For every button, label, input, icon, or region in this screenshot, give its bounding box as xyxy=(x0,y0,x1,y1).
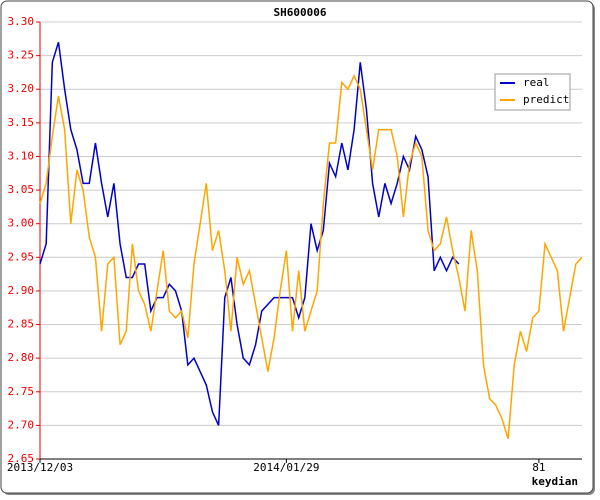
series-line xyxy=(39,73,583,440)
y-tick-label: 3.05 xyxy=(8,183,35,196)
legend-label: real xyxy=(523,76,550,89)
y-tick-label: 2.80 xyxy=(8,351,35,364)
y-tick-label: 2.90 xyxy=(8,284,35,297)
x-tick-label: 2014/01/29 xyxy=(253,461,319,474)
chart-title: SH600006 xyxy=(274,6,327,19)
y-tick-label: 3.00 xyxy=(8,217,35,230)
y-tick-label: 3.25 xyxy=(8,49,35,62)
x-tick-label: 2013/12/03 xyxy=(7,461,73,474)
y-tick-label: 2.75 xyxy=(8,385,35,398)
legend-label: predict xyxy=(523,93,569,106)
legend-box xyxy=(494,73,571,111)
y-tick-label: 2.95 xyxy=(8,250,35,263)
x-tick-label: 81 xyxy=(532,461,545,474)
y-tick-label: 3.30 xyxy=(8,15,35,28)
y-tick-label: 2.65 xyxy=(8,452,35,465)
series-line xyxy=(39,41,460,426)
y-tick-label: 3.15 xyxy=(8,116,35,129)
y-tick-label: 3.20 xyxy=(8,82,35,95)
frame xyxy=(0,0,594,494)
y-tick-label: 2.70 xyxy=(8,418,35,431)
y-tick-label: 3.10 xyxy=(8,149,35,162)
x-axis-label: keydian xyxy=(532,475,578,488)
y-tick-label: 2.85 xyxy=(8,318,35,331)
